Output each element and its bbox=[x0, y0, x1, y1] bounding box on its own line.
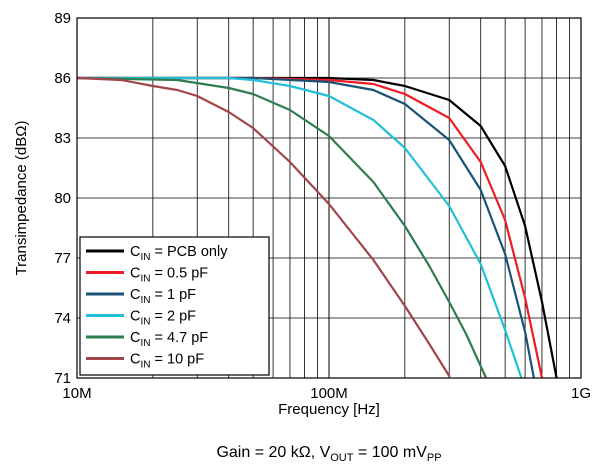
tick-labels: 71 74 77 80 83 86 89 10M 100M 1G bbox=[54, 10, 591, 402]
y-tick-label: 77 bbox=[54, 250, 71, 267]
y-tick-label: 89 bbox=[54, 10, 71, 27]
y-tick-label: 83 bbox=[54, 130, 71, 147]
footnote-gain: Gain = 20 kΩ, V bbox=[216, 444, 330, 461]
legend-label-2: CIN = 0.5 pF bbox=[130, 266, 208, 285]
x-tick-label: 10M bbox=[62, 385, 91, 402]
series-line-3 bbox=[77, 76, 536, 378]
footnote-pp-sub: PP bbox=[427, 452, 442, 464]
legend-label-6: CIN = 10 pF bbox=[130, 352, 204, 371]
series-line-4 bbox=[77, 76, 523, 378]
legend-label-5: CIN = 4.7 pF bbox=[130, 330, 208, 349]
legend-label-1: CIN = PCB only bbox=[130, 244, 228, 263]
legend: CIN = PCB only CIN = 0.5 pF CIN = 1 pF CIN … bbox=[79, 236, 270, 376]
x-tick-label: 1G bbox=[571, 385, 591, 402]
x-tick-label: 100M bbox=[310, 385, 348, 402]
x-axis-label: Frequency [Hz] bbox=[278, 401, 380, 418]
legend-label-3: CIN = 1 pF bbox=[130, 287, 196, 306]
footnote-vout-sub: OUT bbox=[330, 452, 354, 464]
series-line-1 bbox=[77, 76, 558, 378]
y-tick-label: 71 bbox=[54, 370, 71, 387]
y-tick-label: 80 bbox=[54, 190, 71, 207]
footnote-eq: = 100 mV bbox=[353, 444, 427, 461]
y-tick-label: 74 bbox=[54, 310, 71, 327]
plot-border bbox=[76, 17, 582, 379]
chart-footnote: Gain = 20 kΩ, VOUT = 100 mVPP bbox=[216, 444, 441, 464]
series-line-6 bbox=[77, 76, 451, 378]
legend-label-4: CIN = 2 pF bbox=[130, 309, 196, 328]
legend-box bbox=[79, 236, 270, 376]
series-layer bbox=[77, 76, 558, 378]
y-axis-label: Transimpedance (dBΩ) bbox=[13, 121, 30, 276]
y-tick-label: 86 bbox=[54, 70, 71, 87]
series-line-5 bbox=[77, 76, 488, 378]
